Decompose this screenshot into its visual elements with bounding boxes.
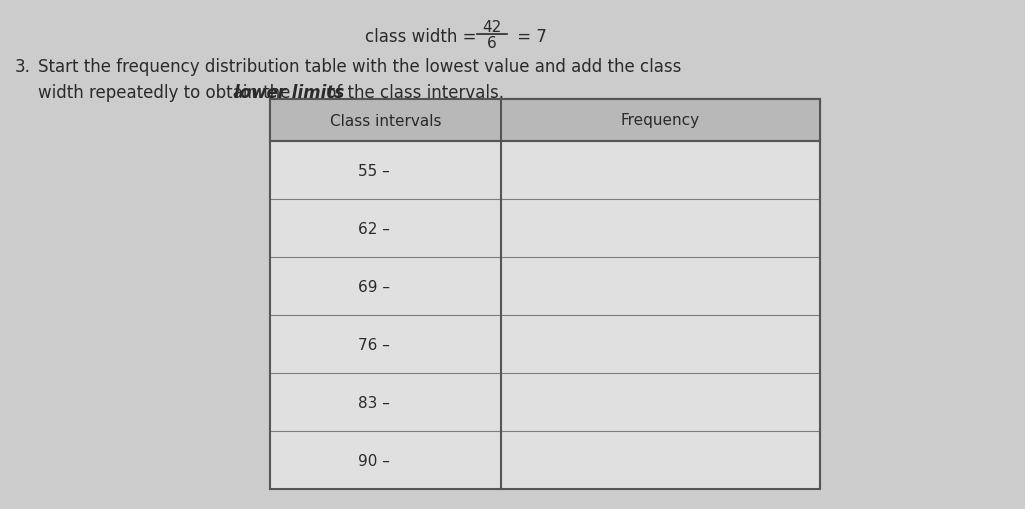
Text: = 7: = 7 [512,28,547,46]
Text: Start the frequency distribution table with the lowest value and add the class: Start the frequency distribution table w… [38,58,682,76]
Text: 3.: 3. [15,58,31,76]
Bar [270,100,820,489]
Text: 69 –: 69 – [358,279,390,294]
Text: 83 –: 83 – [358,394,390,410]
Text: Frequency: Frequency [621,114,700,128]
Text: 42: 42 [483,20,501,35]
Text: 90 –: 90 – [358,453,390,468]
Bar [270,100,820,142]
Text: class width =: class width = [365,28,482,46]
Text: 76 –: 76 – [358,337,390,352]
Text: Class intervals: Class intervals [330,114,441,128]
Text: 62 –: 62 – [358,221,390,236]
Text: width repeatedly to obtain the: width repeatedly to obtain the [38,84,290,102]
Text: lower limits: lower limits [235,84,344,102]
Text: 55 –: 55 – [358,163,390,178]
Text: of the class intervals.: of the class intervals. [321,84,504,102]
Text: 6: 6 [487,36,497,51]
